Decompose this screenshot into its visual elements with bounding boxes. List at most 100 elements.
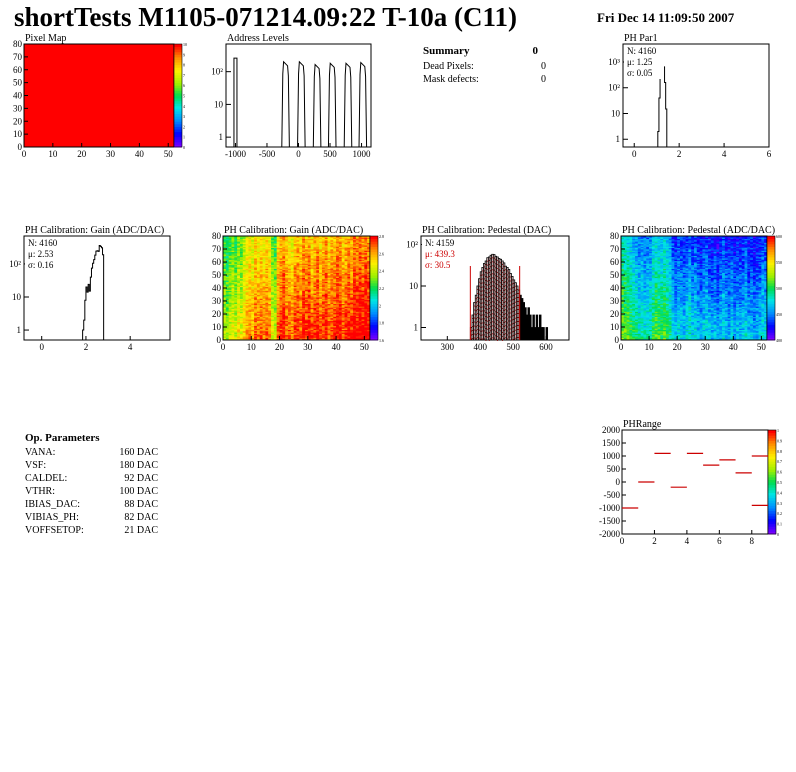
heatmap-cell (367, 242, 371, 245)
heatmap-cell (304, 332, 309, 334)
heatmap-cell (304, 293, 309, 295)
heatmap-cell (256, 277, 261, 280)
heatmap-cell (344, 272, 348, 275)
heatmap-cell (364, 286, 368, 289)
heatmap-cell (228, 280, 232, 282)
heatmap-cell (245, 324, 249, 327)
heatmap-cell (259, 237, 263, 239)
heatmap-cell (355, 325, 360, 328)
heatmap-cell (333, 268, 337, 271)
heatmap-cell (327, 247, 331, 250)
heatmap-cell (265, 299, 269, 302)
heatmap-cell (290, 290, 295, 293)
heatmap-cell (361, 290, 365, 293)
heatmap-cell (313, 310, 317, 312)
colorbar-cell (370, 267, 378, 271)
heatmap-cell (321, 294, 326, 297)
heatmap-cell (262, 236, 266, 238)
heatmap-cell (299, 323, 303, 325)
heatmap-cell (330, 245, 334, 247)
heatmap-cell (316, 334, 320, 337)
heatmap-cell (293, 288, 297, 290)
heatmap-cell (248, 302, 252, 304)
heatmap-cell (350, 306, 354, 308)
heatmap-cell (361, 246, 365, 249)
heatmap-cell (299, 312, 303, 315)
heatmap-cell (330, 304, 334, 307)
heatmap-cell (234, 307, 238, 310)
heatmap-cell (350, 239, 354, 242)
heatmap-cell (259, 337, 263, 340)
colorbar-cell (370, 324, 378, 328)
colorbar-cell (370, 334, 378, 338)
heatmap-cell (321, 333, 326, 336)
heatmap-cell (271, 285, 275, 288)
heatmap-cell (338, 325, 343, 328)
colorbar-cell (370, 311, 378, 315)
heatmap-cell (327, 302, 331, 304)
heatmap-cell (364, 251, 368, 254)
heatmap-cell (338, 258, 343, 260)
heatmap-cell (344, 286, 348, 289)
heatmap-cell (251, 295, 255, 298)
heatmap-cell (304, 323, 309, 325)
heatmap-cell (285, 316, 289, 319)
heatmap-cell (293, 281, 297, 284)
heatmap-cell (361, 263, 365, 265)
heatmap-cell (223, 245, 227, 247)
address-peak (297, 60, 306, 148)
heatmap-cell (355, 241, 360, 243)
heatmap-cell (310, 332, 314, 334)
heatmap-cell (316, 260, 320, 263)
heatmap-cell (367, 236, 371, 238)
heatmap-cell (234, 245, 238, 247)
heatmap-cell (296, 307, 300, 310)
heatmap-cell (262, 334, 266, 337)
stats-entries: N: 4160 (28, 238, 58, 248)
heatmap-cell (231, 293, 235, 295)
heatmap-cell (262, 268, 266, 271)
heatmap-cell (304, 333, 309, 336)
heatmap-cell (358, 246, 362, 249)
heatmap-cell (358, 311, 362, 314)
heatmap-cell (333, 255, 337, 258)
heatmap-cell (361, 294, 365, 297)
heatmap-cell (336, 306, 340, 308)
heatmap-cell (344, 246, 348, 249)
heatmap-cell (259, 278, 263, 281)
colorbar-cell (370, 337, 378, 341)
heatmap-cell (254, 250, 258, 252)
heatmap-cell (338, 236, 343, 238)
heatmap-cell (228, 299, 232, 302)
heatmap-cell (338, 284, 343, 286)
heatmap-cell (271, 299, 275, 302)
heatmap-cell (367, 294, 371, 297)
heatmap-cell (302, 297, 306, 299)
heatmap-cell (344, 242, 348, 245)
heatmap-cell (367, 307, 371, 310)
heatmap-cell (316, 315, 320, 317)
heatmap-cell (290, 302, 295, 304)
heatmap-cell (344, 256, 348, 259)
heatmap-cell (268, 301, 272, 303)
heatmap-cell (321, 250, 326, 252)
heatmap-cell (276, 238, 280, 241)
heatmap-cell (288, 327, 292, 329)
heatmap-cell (248, 252, 252, 255)
heatmap-cell (304, 317, 309, 320)
heatmap-cell (237, 256, 241, 259)
heatmap-cell (271, 308, 275, 311)
heatmap-cell (353, 239, 357, 242)
heatmap-cell (282, 258, 286, 260)
heatmap-cell (285, 311, 289, 314)
heatmap-cell (290, 307, 295, 310)
heatmap-cell (254, 301, 258, 303)
heatmap-cell (324, 265, 328, 268)
heatmap-cell (256, 336, 261, 338)
heatmap-cell (358, 249, 362, 251)
heatmap-cell (223, 277, 227, 280)
y-tick-label: 1 (616, 134, 621, 144)
heatmap-cell (237, 254, 241, 256)
heatmap-cell (265, 262, 269, 264)
heatmap-cell (276, 246, 280, 249)
